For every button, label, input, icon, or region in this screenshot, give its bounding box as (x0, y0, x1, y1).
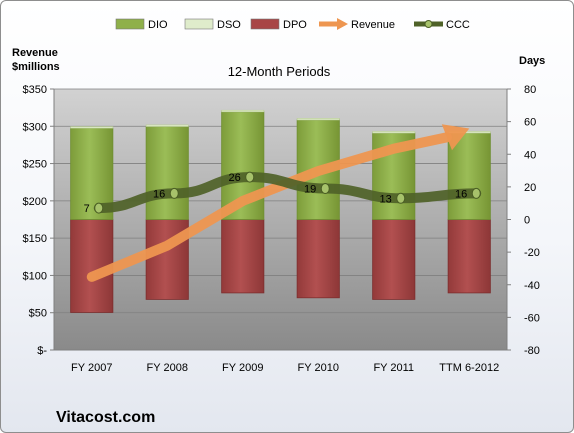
left-axis-label-line1: Revenue (12, 47, 58, 59)
dpo-bar (372, 219, 416, 300)
right-axis-tick-label: -20 (524, 247, 540, 259)
line-series: 7 16 26 19 13 16 (84, 124, 482, 282)
footer-company: Vitacost.com (56, 409, 155, 426)
legend-swatch-dso (184, 18, 214, 30)
legend-swatch-revenue-head (337, 18, 348, 30)
left-axis-tick-label: $300 (23, 121, 47, 133)
x-axis-tick-label: FY 2009 (222, 362, 263, 374)
x-axis-tick-label: FY 2011 (373, 362, 414, 374)
legend-swatch-dio (115, 18, 145, 30)
legend-label-dso: DSO (217, 19, 241, 31)
ccc-marker (471, 187, 481, 199)
left-axis-label-line2: $millions (12, 61, 60, 73)
right-axis-tick-label: 20 (524, 182, 536, 194)
right-axis-tick-label: 0 (524, 215, 530, 227)
left-axis-tick-label: $350 (23, 84, 47, 96)
legend-swatch-dpo (250, 18, 280, 30)
dso-bar (296, 118, 340, 121)
legend-swatch-ccc-marker (424, 20, 433, 28)
ccc-data-label: 7 (84, 203, 90, 215)
ccc-data-label: 16 (455, 188, 467, 200)
ccc-data-label: 13 (380, 193, 392, 205)
dso-bar (145, 124, 189, 127)
chart-title: 12-Month Periods (228, 64, 331, 79)
right-axis-tick-label: -40 (524, 280, 540, 292)
legend-label-dio: DIO (148, 19, 168, 31)
dpo-bar (221, 219, 265, 294)
legend: DIO DSO DPO Revenue CCC (115, 18, 470, 31)
ccc-data-label: 19 (304, 184, 316, 196)
right-axis-tick-label: 40 (524, 149, 536, 161)
ccc-data-label: 16 (153, 188, 165, 200)
x-axis-tick-label: TTM 6-2012 (439, 362, 499, 374)
right-axis-tick-label: -80 (524, 345, 540, 357)
ccc-marker (245, 171, 255, 183)
right-axis-tick-label: 80 (524, 84, 536, 96)
left-axis-tick-label: $- (37, 345, 47, 357)
left-axis-tick-label: $100 (23, 270, 47, 282)
right-axis-tick-label: 60 (524, 117, 536, 129)
plot-area-background (54, 89, 507, 350)
ccc-data-label: 26 (229, 172, 241, 184)
x-axis-tick-label: FY 2008 (147, 362, 188, 374)
right-axis-tick-label: -60 (524, 312, 540, 324)
x-axis-tick-label: FY 2010 (298, 362, 339, 374)
x-axis-tick-label: FY 2007 (71, 362, 112, 374)
ccc-marker (320, 183, 330, 195)
revenue-arrowhead (441, 124, 470, 151)
left-axis-tick-label: $200 (23, 196, 47, 208)
ccc-marker (169, 187, 179, 199)
legend-label-dpo: DPO (283, 19, 307, 31)
left-axis-tick-label: $150 (23, 233, 47, 245)
ccc-marker (396, 192, 406, 204)
legend-label-revenue: Revenue (351, 19, 395, 31)
left-axis-tick-label: $250 (23, 159, 47, 171)
dpo-bar (447, 219, 491, 294)
dso-bar (70, 126, 114, 129)
dso-bar (221, 109, 265, 113)
dpo-bar (296, 219, 340, 299)
legend-label-ccc: CCC (446, 19, 470, 31)
right-axis-label: Days (519, 55, 545, 67)
dio-bar (447, 132, 491, 220)
axes: $- $50 $100 $150 $200 $250 $300 $350 -80 -60 -40 -2… (23, 84, 540, 374)
left-axis-tick-label: $50 (29, 308, 47, 320)
dio-bar (145, 126, 189, 220)
dso-bar (372, 131, 416, 134)
ccc-marker (94, 202, 104, 214)
